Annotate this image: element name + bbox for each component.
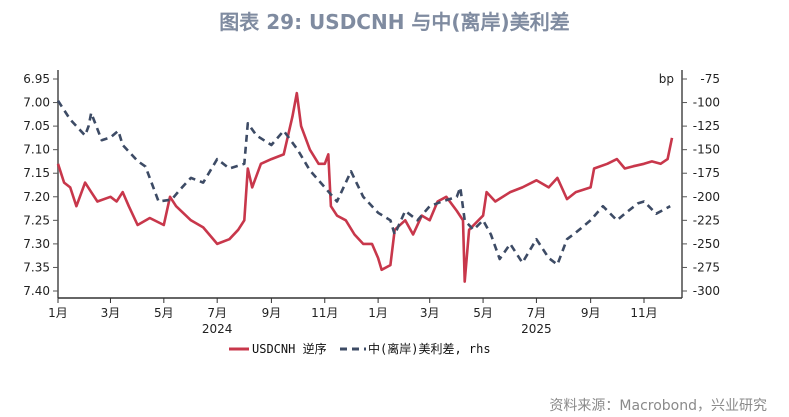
right-tick-label: -300 [693,284,720,298]
left-tick-label: 7.25 [23,213,50,227]
left-tick-label: 7.20 [23,190,50,204]
right-tick-label: -200 [693,190,720,204]
x-tick-label: 5月 [154,306,174,320]
year-label: 2024 [202,322,233,336]
chart-title: 图表 29: USDCNH 与中(离岸)美利差 [219,10,570,34]
x-tick-label: 11月 [311,306,338,320]
right-tick-label: -150 [693,143,720,157]
left-tick-label: 6.95 [23,72,50,86]
left-tick-label: 7.05 [23,119,50,133]
x-tick-label: 1月 [368,306,388,320]
x-tick-label: 3月 [101,306,121,320]
x-tick-label: 7月 [207,306,227,320]
x-tick-label: 9月 [581,306,601,320]
right-tick-label: -75 [700,72,720,86]
x-tick-label: 5月 [473,306,493,320]
x-tick-label: 1月 [48,306,68,320]
left-tick-label: 7.00 [23,96,50,110]
x-tick-label: 11月 [630,306,657,320]
x-tick-label: 3月 [420,306,440,320]
right-tick-label: -225 [693,213,720,227]
left-tick-label: 7.15 [23,166,50,180]
legend-label-spread: 中(离岸)美利差, rhs [368,341,491,356]
series-line-1 [56,91,674,283]
source-note: 资料来源：Macrobond，兴业研究 [549,398,767,414]
right-tick-label: -125 [693,119,720,133]
legend-label-usdcnh: USDCNH 逆序 [252,341,327,356]
right-axis-unit: bp [659,72,674,86]
right-tick-label: -250 [693,237,720,251]
left-tick-label: 7.40 [23,284,50,298]
right-tick-label: -100 [693,96,720,110]
right-tick-label: -275 [693,260,720,274]
x-tick-label: 7月 [527,306,547,320]
left-tick-label: 7.10 [23,143,50,157]
year-label: 2025 [521,322,552,336]
left-tick-label: 7.30 [23,237,50,251]
left-tick-label: 7.35 [23,260,50,274]
right-tick-label: -175 [693,166,720,180]
x-tick-label: 9月 [262,306,282,320]
series-line-2 [56,99,671,266]
